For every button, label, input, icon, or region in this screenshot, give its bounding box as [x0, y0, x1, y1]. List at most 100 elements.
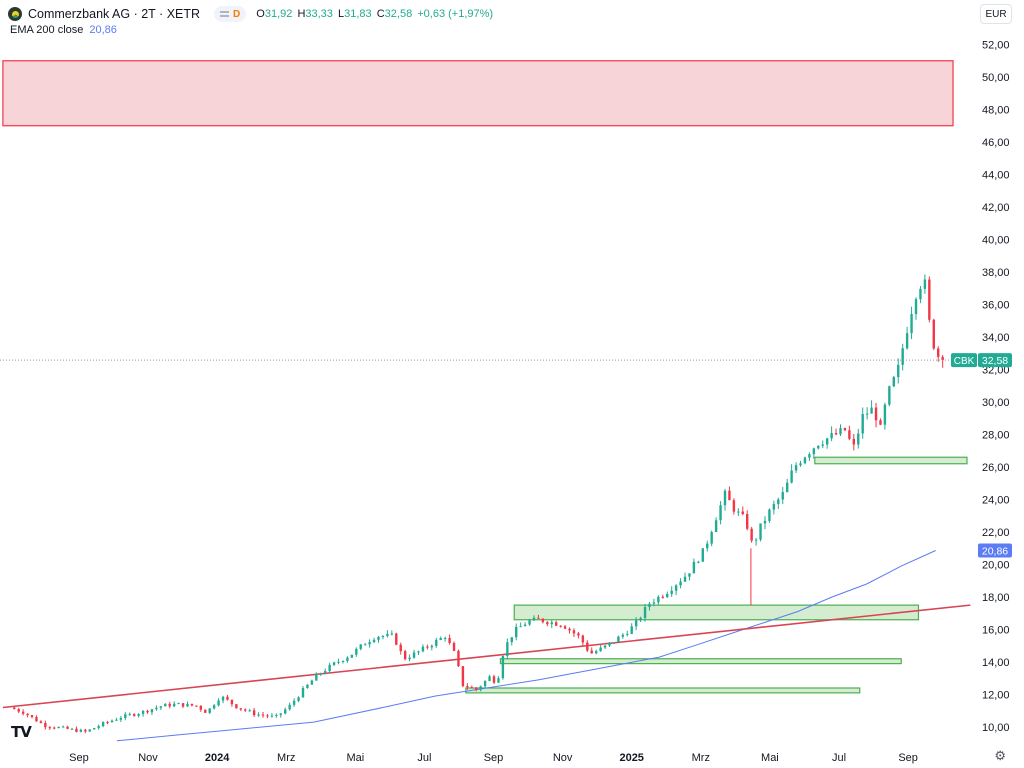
- candle-body: [475, 687, 478, 690]
- candle-body: [830, 432, 833, 439]
- candle: [586, 640, 589, 653]
- candle-body: [630, 626, 633, 634]
- ohlc-change-value: +0,63 (+1,97%): [417, 8, 494, 20]
- candle-body: [670, 590, 673, 594]
- candle: [159, 705, 163, 710]
- candle-body: [883, 404, 887, 425]
- candle: [643, 604, 647, 622]
- candle-body: [754, 539, 758, 541]
- candle-body: [643, 607, 647, 618]
- candle: [137, 712, 140, 718]
- candle: [817, 445, 820, 450]
- candle: [683, 572, 687, 583]
- candle-body: [132, 714, 136, 716]
- candle: [785, 478, 789, 493]
- candle: [919, 286, 922, 304]
- time-axis[interactable]: Sep Nov 2024 Mrz Mai Jul Sep Nov 2025 Mrz Mai Jul Se…: [69, 752, 918, 764]
- candle: [377, 635, 380, 643]
- candle-body: [88, 729, 91, 732]
- candle-body: [550, 622, 553, 625]
- candle-body: [44, 722, 47, 728]
- candle-body: [395, 633, 398, 645]
- candle-body: [825, 438, 829, 445]
- candle: [790, 464, 793, 484]
- symbol-title[interactable]: Commerzbank AG · 2T · XETR: [28, 7, 201, 21]
- candle: [44, 720, 47, 730]
- candle: [30, 714, 34, 719]
- candle: [57, 726, 60, 729]
- candle-body: [48, 727, 51, 729]
- candle: [257, 712, 260, 717]
- candle: [21, 709, 25, 716]
- candle: [941, 355, 944, 368]
- candle-body: [315, 673, 318, 681]
- candle-body: [728, 490, 731, 501]
- ohlc-values: O31,92 H33,33 L31,83 C32,58 +0,63 (+1,97…: [256, 8, 495, 20]
- candle-body: [346, 657, 349, 661]
- candle: [510, 637, 513, 646]
- candle: [772, 500, 776, 515]
- tradingview-logo[interactable]: TV: [11, 723, 32, 741]
- candle: [324, 668, 327, 675]
- candle-body: [723, 490, 727, 506]
- candle: [519, 622, 522, 628]
- candle-body: [928, 279, 931, 320]
- candle: [141, 710, 145, 717]
- symbol-legend[interactable]: Commerzbank AG · 2T · XETR D O31,92 H33,…: [8, 5, 495, 23]
- candle-body: [919, 288, 922, 300]
- candle: [932, 318, 935, 350]
- candle: [172, 701, 176, 708]
- candle: [688, 573, 691, 581]
- candle-body: [781, 492, 784, 500]
- candle: [443, 636, 447, 642]
- candle: [905, 326, 909, 350]
- candle: [79, 728, 83, 733]
- candle: [212, 703, 216, 710]
- y-tick-label: 34,00: [982, 332, 1010, 344]
- ema-legend-label: EMA 200 close: [10, 24, 84, 36]
- candle-body: [248, 710, 251, 712]
- candle-body: [332, 662, 336, 665]
- candle-body: [923, 279, 927, 289]
- candle: [230, 699, 234, 707]
- x-tick-label: Nov: [138, 752, 158, 764]
- candle-body: [57, 727, 60, 729]
- candle-body: [483, 680, 487, 687]
- y-tick-label: 12,00: [982, 690, 1010, 702]
- price-axis[interactable]: 10,00 12,00 14,00 16,00 18,00 20,00 22,00 24,00…: [982, 40, 1010, 735]
- gear-icon[interactable]: ⚙: [994, 748, 1006, 763]
- candle-body: [217, 700, 220, 706]
- candle: [506, 638, 509, 660]
- candle-body: [128, 714, 131, 716]
- y-tick-label: 42,00: [982, 202, 1010, 214]
- candle-body: [350, 654, 354, 658]
- candle: [821, 440, 824, 449]
- candle-body: [341, 660, 345, 662]
- candle: [657, 595, 660, 606]
- candle: [914, 297, 918, 320]
- candle: [554, 620, 558, 627]
- candle-body: [115, 719, 118, 721]
- candle-body: [634, 620, 638, 627]
- candle-body: [892, 377, 895, 387]
- candle-body: [839, 428, 842, 435]
- candle-body: [239, 708, 243, 710]
- candle: [928, 276, 931, 323]
- candle-body: [532, 617, 536, 621]
- ema-legend[interactable]: EMA 200 close 20,86: [10, 24, 117, 36]
- candle: [648, 602, 651, 611]
- candle-body: [479, 686, 482, 690]
- candle-body: [101, 722, 105, 727]
- candle: [390, 630, 394, 636]
- candle: [17, 707, 20, 714]
- candle-body: [368, 642, 371, 645]
- candle-body: [466, 686, 469, 688]
- currency-selector[interactable]: EUR: [980, 4, 1012, 24]
- ohlc-low-value: 31,83: [344, 8, 372, 20]
- candle: [541, 618, 545, 624]
- candle: [537, 614, 540, 619]
- candle: [292, 698, 296, 707]
- interval-badge[interactable]: D: [214, 6, 247, 22]
- support-zone-4: [465, 687, 861, 694]
